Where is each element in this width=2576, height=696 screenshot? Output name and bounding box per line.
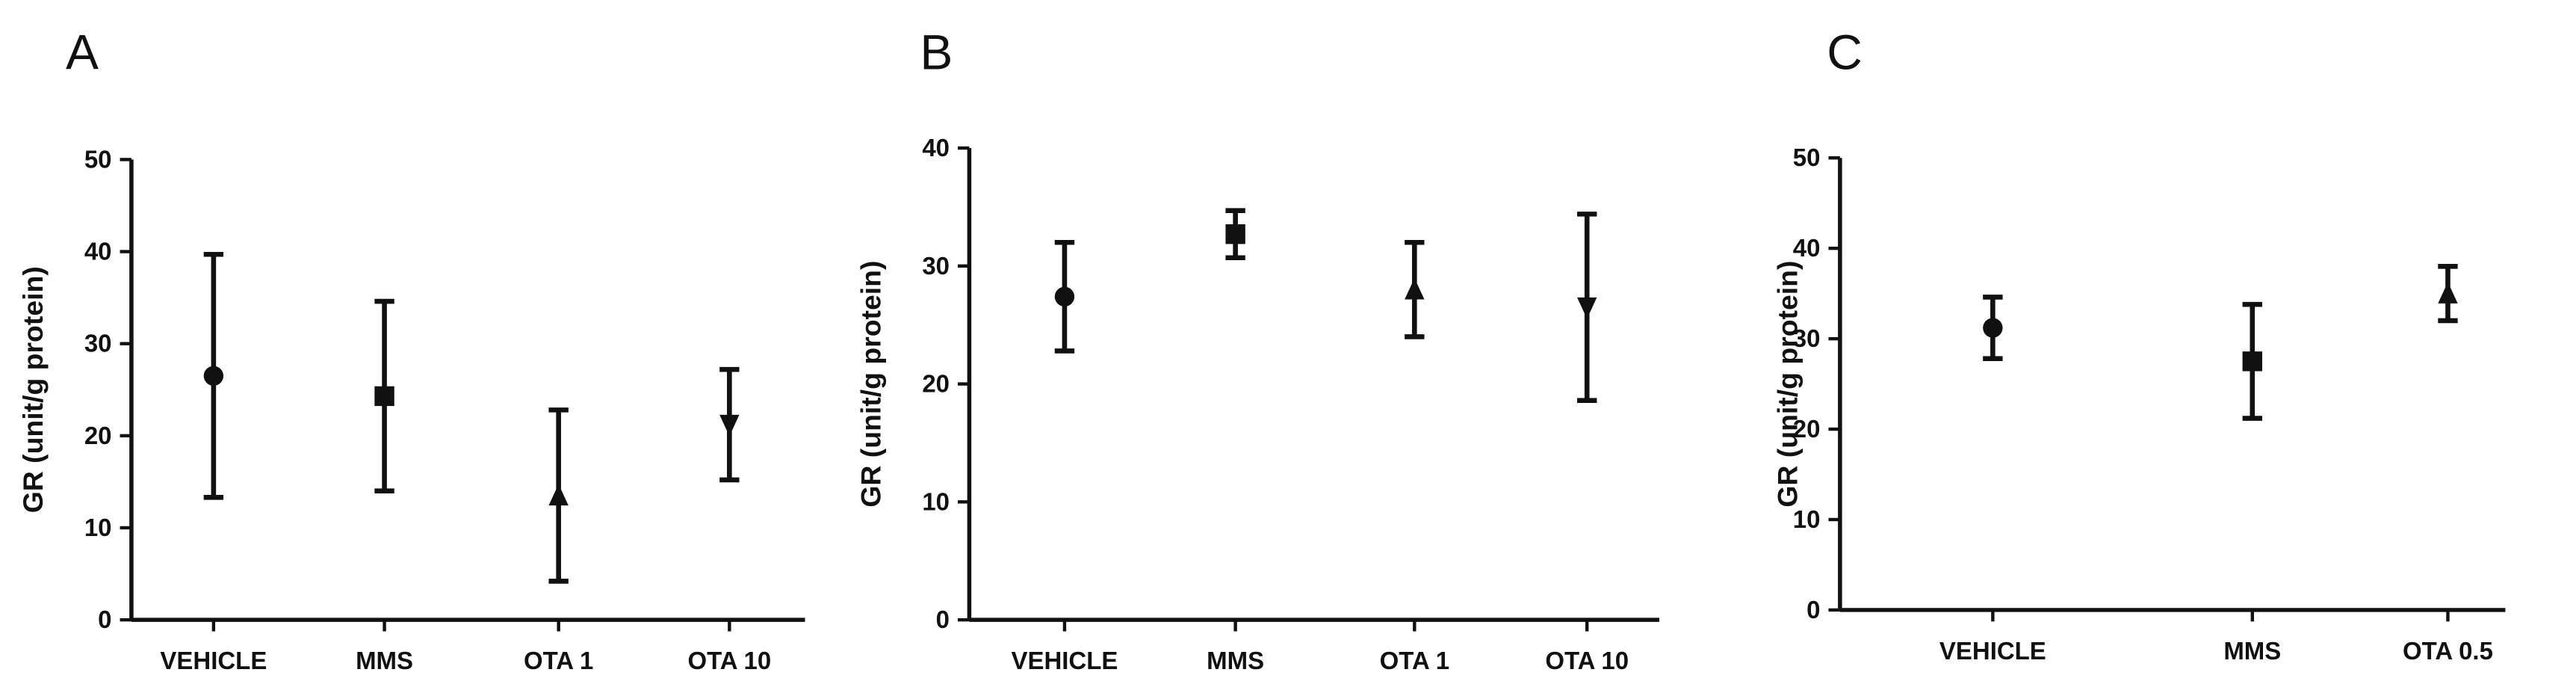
marker — [2242, 351, 2262, 372]
y-tick-label: 40 — [1793, 234, 1821, 262]
x-tick-label: MMS — [356, 647, 413, 674]
x-tick-label: VEHICLE — [1011, 647, 1118, 674]
marker — [719, 414, 740, 437]
x-tick-label: OTA 10 — [687, 647, 771, 674]
marker — [1054, 286, 1075, 307]
y-tick-label: 0 — [936, 606, 950, 633]
y-tick-label: 30 — [922, 252, 950, 280]
x-tick-label: VEHICLE — [160, 647, 267, 674]
y-axis-label: GR (unit/g protein) — [855, 261, 887, 508]
marker — [2438, 282, 2458, 304]
x-tick-label: OTA 10 — [1545, 647, 1629, 674]
y-tick-label: 50 — [1793, 144, 1821, 171]
y-tick-label: 0 — [1806, 596, 1820, 623]
y-tick-label: 20 — [1793, 415, 1821, 443]
x-tick-label: MMS — [1207, 647, 1264, 674]
panel-label: B — [920, 24, 953, 79]
y-tick-label: 30 — [84, 330, 112, 357]
y-tick-label: 40 — [84, 238, 112, 265]
panel-label: C — [1827, 24, 1863, 79]
y-tick-label: 30 — [1793, 324, 1821, 352]
y-tick-label: 20 — [922, 370, 950, 398]
marker — [548, 484, 569, 506]
y-tick-label: 50 — [84, 145, 112, 173]
x-tick-label: OTA 1 — [524, 647, 593, 674]
marker — [203, 366, 224, 386]
x-tick-label: VEHICLE — [1939, 637, 2046, 665]
y-tick-label: 10 — [84, 514, 112, 541]
marker — [1405, 277, 1425, 300]
y-tick-label: 20 — [84, 422, 112, 449]
marker — [1577, 297, 1597, 319]
x-tick-label: MMS — [2223, 637, 2281, 665]
y-axis-label: GR (unit/g protein) — [1772, 261, 1803, 508]
y-axis-label: GR (unit/g protein) — [17, 266, 49, 513]
marker — [1983, 318, 2003, 338]
marker — [374, 386, 394, 407]
marker — [1225, 224, 1245, 244]
y-tick-label: 40 — [922, 134, 950, 161]
y-tick-label: 10 — [922, 487, 950, 515]
x-tick-label: OTA 1 — [1380, 647, 1449, 674]
panel-label: A — [66, 24, 99, 79]
y-tick-label: 0 — [98, 606, 111, 633]
x-tick-label: OTA 0.5 — [2403, 637, 2493, 665]
y-tick-label: 10 — [1793, 505, 1821, 533]
